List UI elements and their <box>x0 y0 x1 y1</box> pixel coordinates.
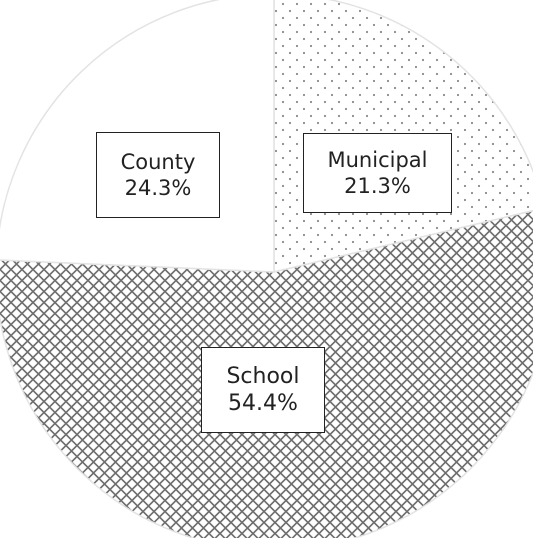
county-percent: 24.3% <box>124 176 192 200</box>
school-percent: 54.4% <box>228 391 298 416</box>
slice-label-school: School 54.4% <box>201 347 325 433</box>
school-name: School <box>226 363 300 389</box>
municipal-name: Municipal <box>327 147 428 172</box>
municipal-percent: 21.3% <box>344 174 411 198</box>
county-name: County <box>120 149 196 174</box>
slice-label-county: County 24.3% <box>96 132 220 218</box>
slice-label-municipal: Municipal 21.3% <box>303 133 452 213</box>
